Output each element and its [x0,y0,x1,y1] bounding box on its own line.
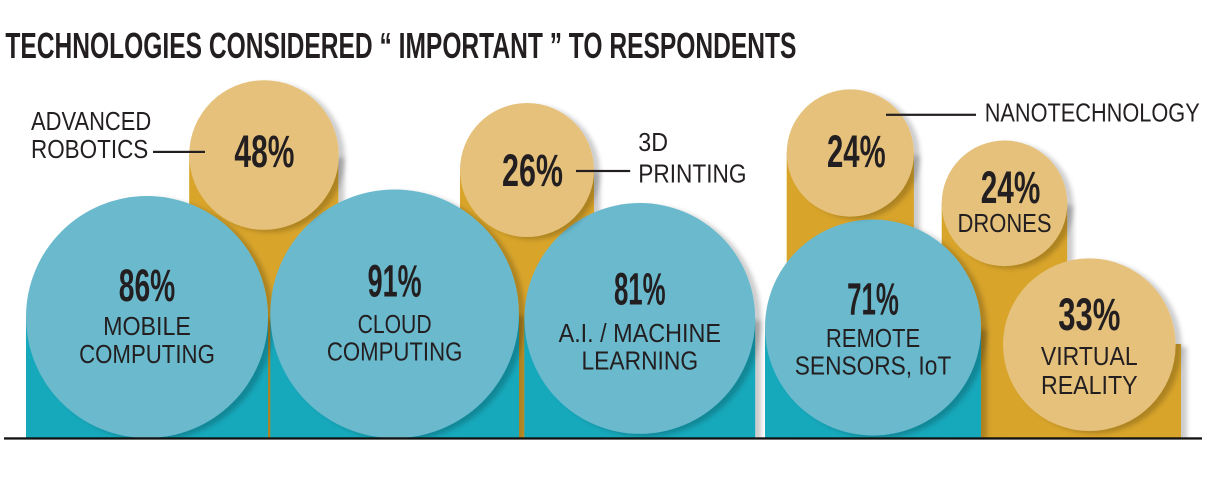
svg-text:71%: 71% [847,273,899,324]
svg-text:86%: 86% [119,260,175,311]
svg-text:3D: 3D [638,127,668,157]
svg-text:NANOTECHNOLOGY: NANOTECHNOLOGY [985,97,1200,127]
svg-text:48%: 48% [234,126,294,177]
svg-text:24%: 24% [981,162,1041,213]
svg-text:ROBOTICS: ROBOTICS [31,134,148,164]
svg-text:VIRTUAL: VIRTUAL [1041,341,1138,371]
svg-text:MOBILE: MOBILE [103,311,191,341]
svg-text:LEARNING: LEARNING [581,346,698,376]
svg-text:24%: 24% [827,126,886,177]
svg-text:REMOTE: REMOTE [826,323,920,353]
svg-text:91%: 91% [368,255,422,306]
svg-text:ADVANCED: ADVANCED [31,106,151,136]
svg-text:COMPUTING: COMPUTING [327,336,463,366]
svg-text:26%: 26% [502,145,563,196]
svg-text:COMPUTING: COMPUTING [79,339,215,369]
svg-text:TECHNOLOGIES CONSIDERED “ IMPO: TECHNOLOGIES CONSIDERED “ IMPORTANT ” TO… [5,25,796,66]
svg-text:CLOUD: CLOUD [358,309,432,339]
svg-text:A.I. / MACHINE: A.I. / MACHINE [559,318,721,348]
svg-text:REALITY: REALITY [1041,370,1138,400]
svg-text:DRONES: DRONES [958,208,1052,238]
svg-text:PRINTING: PRINTING [638,159,746,189]
svg-text:81%: 81% [614,264,666,315]
svg-text:33%: 33% [1058,289,1120,340]
svg-text:SENSORS, IoT: SENSORS, IoT [795,351,951,381]
